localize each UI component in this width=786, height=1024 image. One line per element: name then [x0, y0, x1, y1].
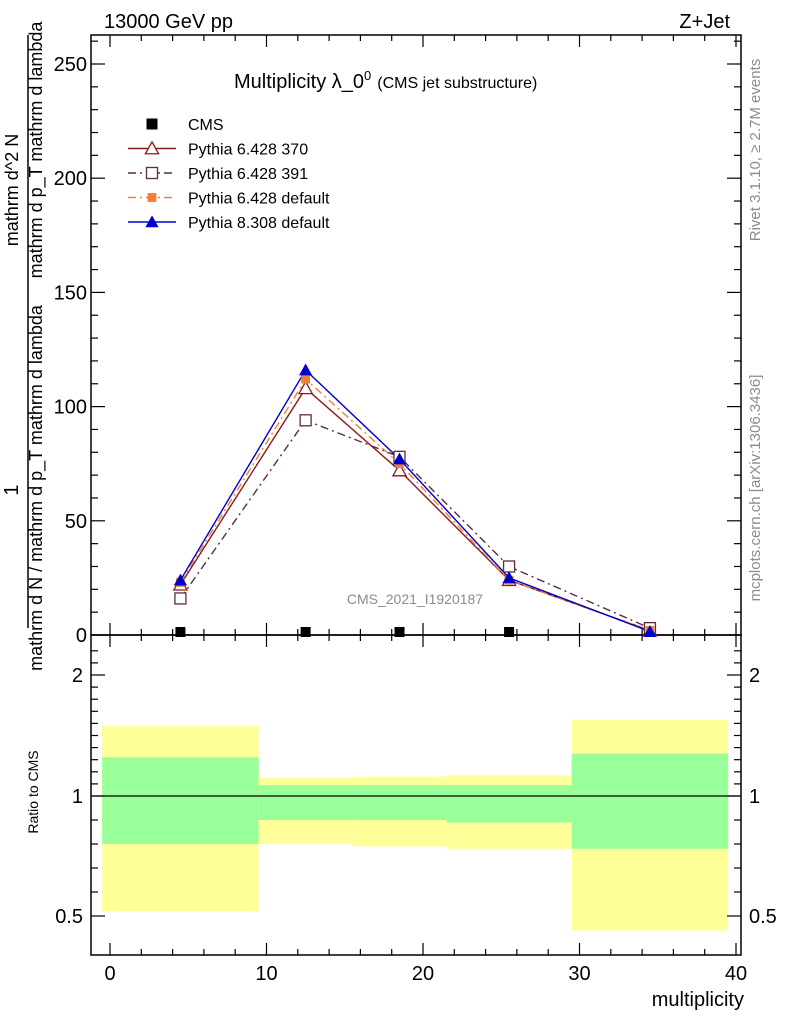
- marker-triangle-filled: [145, 215, 159, 228]
- ratio-y-tick-label-left: 1: [72, 786, 83, 808]
- marker-square-filled: [504, 627, 515, 637]
- ratio-y-tick-label-right: 0.5: [749, 906, 777, 928]
- ylabel-mid: mathrm d p_T mathrm d lambda: [26, 21, 47, 279]
- marker-triangle-filled: [299, 363, 313, 376]
- x-tick-label: 10: [255, 963, 277, 985]
- marker-triangle-filled: [173, 573, 188, 586]
- header-process: Z+Jet: [679, 11, 730, 33]
- marker-square-filled: [146, 118, 158, 130]
- y-tick-label: 250: [54, 54, 87, 76]
- marker-triangle-open: [144, 140, 160, 155]
- legend-entry: CMS: [146, 117, 224, 134]
- ratio-y-axis-label: Ratio to CMS: [25, 750, 41, 833]
- x-tick-label: 0: [104, 963, 115, 985]
- legend: CMS Pythia 6.428 370 Pythia 6.428 391 Pythi…: [128, 117, 330, 232]
- x-axis-label: multiplicity: [652, 989, 744, 1011]
- analysis-watermark: CMS_2021_I1920187: [347, 591, 483, 607]
- chart-title: Multiplicity λ_00 (CMS jet substructure): [234, 68, 537, 93]
- y-axis-label: 1 mathrm d N / mathrm d p_T mathrm d lam…: [1, 21, 47, 671]
- marker-square-filled: [300, 627, 311, 637]
- marker-square-filled: [394, 627, 405, 637]
- marker-square-filled: [175, 627, 186, 637]
- ratio-y-tick-label-right: 1: [749, 786, 760, 808]
- y-tick-label: 50: [65, 511, 87, 533]
- ylabel-denominator: mathrm d N / mathrm d p_T mathrm d lambd…: [26, 304, 47, 671]
- marker-square-small: [301, 374, 311, 384]
- marker-square-open: [299, 414, 312, 427]
- x-tick-label: 30: [568, 963, 590, 985]
- marker-triangle-open: [297, 380, 314, 395]
- marker-triangle-open: [391, 462, 408, 477]
- x-tick-label: 40: [725, 963, 747, 985]
- marker-triangle-filled: [502, 571, 516, 584]
- ratio-bands: [102, 719, 729, 931]
- header-energy: 13000 GeV pp: [104, 11, 233, 33]
- y-tick-label: 100: [54, 397, 87, 419]
- legend-label: Pythia 8.308 default: [188, 215, 330, 232]
- legend-entry: Pythia 8.308 default: [128, 215, 330, 232]
- legend-label: Pythia 6.428 391: [188, 166, 308, 183]
- rivet-label: Rivet 3.1.10, ≥ 2.7M events: [747, 59, 764, 242]
- mcplots-label: mcplots.cern.ch [arXiv:1306.3436]: [747, 375, 764, 602]
- y-tick-label: 200: [54, 168, 87, 190]
- marker-square-open: [145, 166, 159, 180]
- legend-entry: Pythia 6.428 default: [128, 191, 330, 208]
- legend-entry: Pythia 6.428 370: [128, 140, 308, 159]
- legend-entry: Pythia 6.428 391: [128, 166, 308, 183]
- y-tick-label: 0: [76, 625, 87, 647]
- ratio-frame: [90, 634, 742, 956]
- y-tick-label: 150: [54, 282, 87, 304]
- band-green: [571, 753, 729, 849]
- series-markers: [172, 363, 658, 637]
- legend-label: CMS: [188, 117, 224, 134]
- ratio-y-tick-label-left: 2: [72, 665, 83, 687]
- marker-triangle-filled: [643, 624, 657, 637]
- marker-square-open: [502, 560, 516, 573]
- ylabel-top: mathrm d^2 N: [2, 134, 22, 246]
- ylabel-numerator: 1: [1, 484, 23, 495]
- legend-label: Pythia 6.428 370: [188, 142, 308, 159]
- band-green: [258, 785, 353, 820]
- band-green: [352, 785, 447, 820]
- band-green: [446, 785, 572, 823]
- ratio-y-tick-label-right: 2: [749, 665, 760, 687]
- marker-square-small: [147, 193, 157, 202]
- x-tick-label: 20: [412, 963, 434, 985]
- band-green: [102, 757, 259, 844]
- marker-square-open: [174, 592, 187, 605]
- axes: 0 10 20 30 40 0 50 100 150 200 250 0.5 0.5 1 1 2 2: [54, 34, 777, 985]
- marker-triangle-filled: [392, 452, 407, 465]
- ratio-y-tick-label-left: 0.5: [55, 906, 83, 928]
- legend-label: Pythia 6.428 default: [188, 191, 330, 208]
